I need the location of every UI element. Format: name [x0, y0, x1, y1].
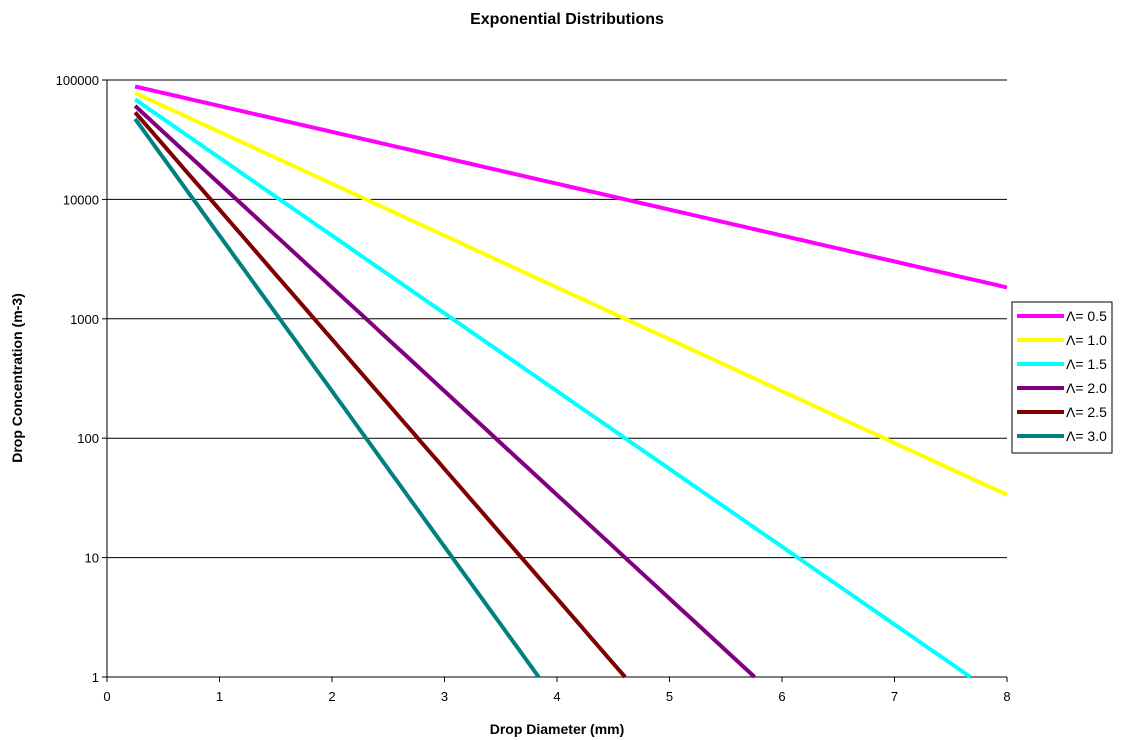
series-line-2 — [134, 91, 1008, 497]
y-tick-label: 1 — [92, 670, 99, 685]
chart-title: Exponential Distributions — [470, 11, 664, 28]
grid — [107, 79, 1007, 559]
x-axis-title: Drop Diameter (mm) — [490, 721, 625, 737]
series-line-3 — [133, 97, 972, 679]
y-tick-label: 10 — [85, 551, 99, 566]
y-tick-label: 100000 — [56, 73, 99, 88]
y-tick-labels: 1 10 100 1000 10000 100000 — [56, 73, 99, 685]
legend-label-1: Λ= 0.5 — [1066, 308, 1107, 324]
x-tick-label: 8 — [1003, 689, 1010, 704]
x-tick-label: 7 — [891, 689, 898, 704]
x-tick-label: 5 — [666, 689, 673, 704]
legend-label-6: Λ= 3.0 — [1066, 428, 1107, 444]
x-tick-label: 3 — [441, 689, 448, 704]
y-tick-label: 10000 — [63, 192, 99, 207]
legend-box — [1011, 301, 1113, 454]
legend-label-3: Λ= 1.5 — [1066, 356, 1107, 372]
y-tick-label: 1000 — [70, 312, 99, 327]
series-lines — [133, 84, 1008, 679]
x-tick-label: 1 — [216, 689, 223, 704]
legend: Λ= 0.5 Λ= 1.0 Λ= 1.5 Λ= 2.0 Λ= 2.5 Λ= 3.0 — [1011, 301, 1113, 454]
y-axis-title: Drop Concentration (m-3) — [9, 293, 25, 463]
series-line-4 — [133, 104, 756, 679]
x-tick-label: 0 — [103, 689, 110, 704]
x-tick-label: 6 — [778, 689, 785, 704]
legend-label-5: Λ= 2.5 — [1066, 404, 1107, 420]
x-tick-label: 4 — [553, 689, 560, 704]
axes — [102, 79, 1008, 682]
x-tick-labels: 0 1 2 3 4 5 6 7 8 — [103, 689, 1010, 704]
legend-label-4: Λ= 2.0 — [1066, 380, 1107, 396]
series-line-5 — [133, 111, 627, 679]
series-line-1 — [134, 84, 1008, 290]
x-tick-label: 2 — [328, 689, 335, 704]
series-line-6 — [133, 117, 541, 679]
y-tick-label: 100 — [77, 431, 99, 446]
legend-label-2: Λ= 1.0 — [1066, 332, 1107, 348]
